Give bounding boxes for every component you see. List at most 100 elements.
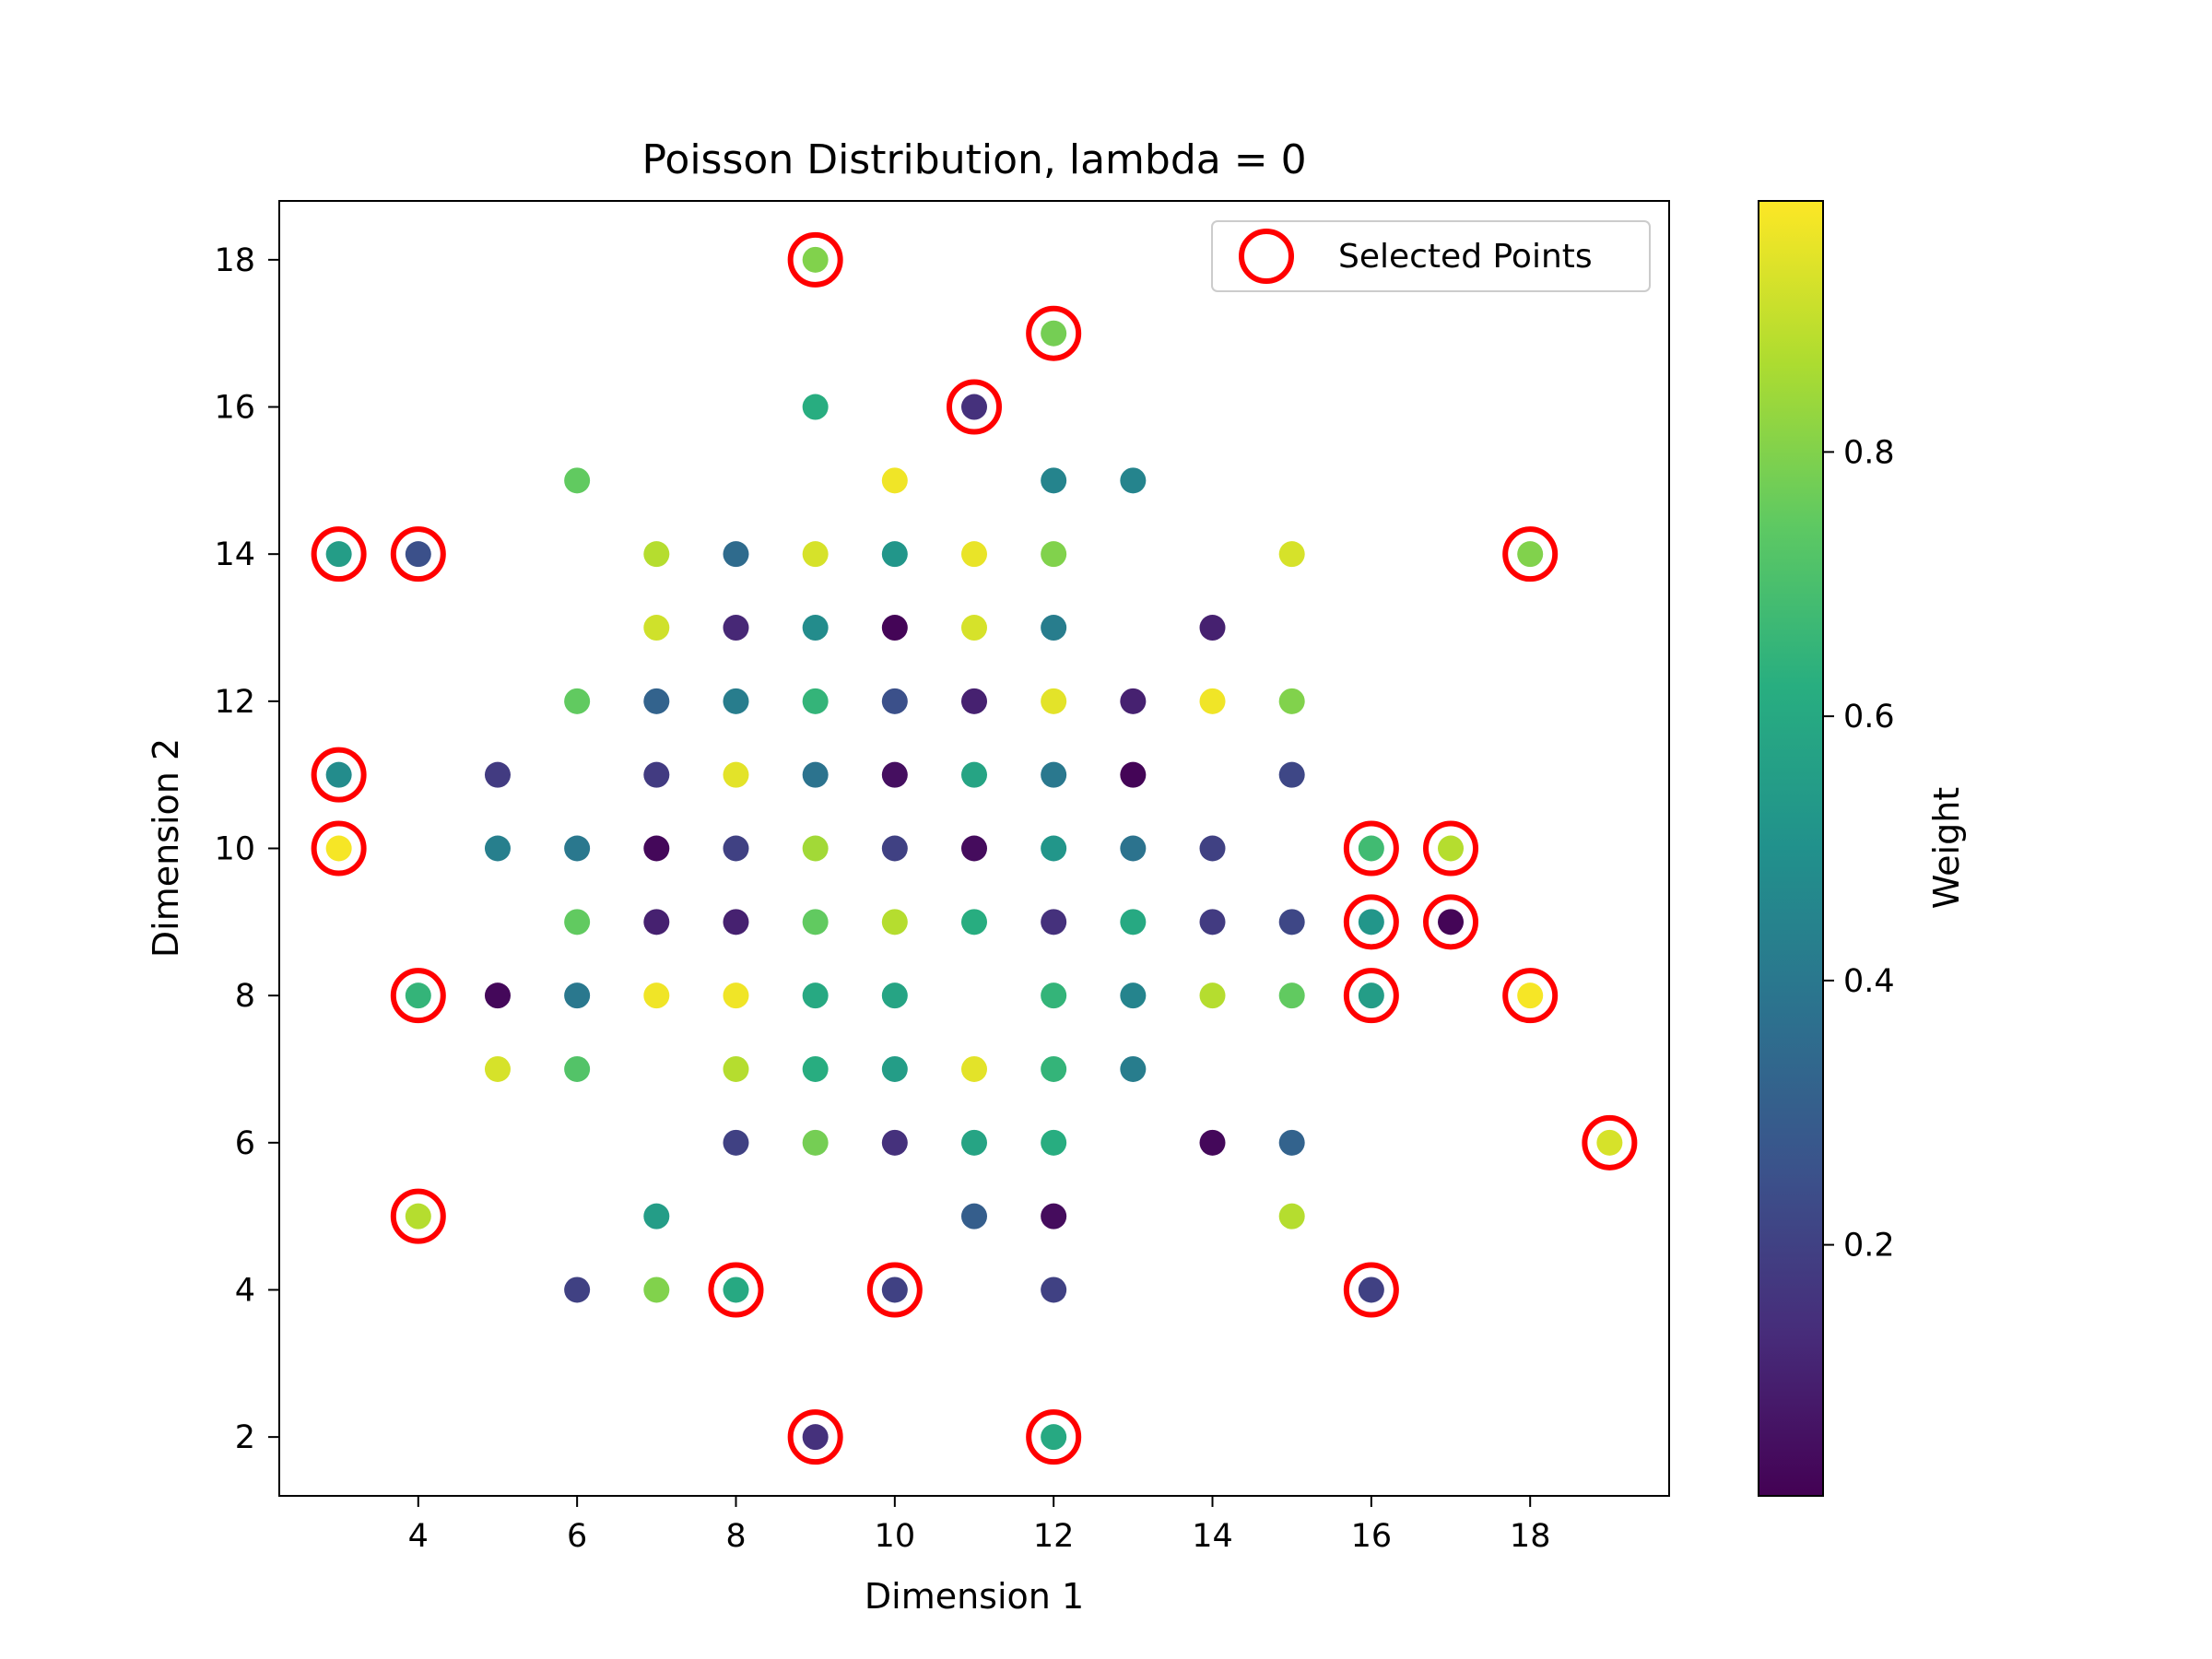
data-point [802, 541, 829, 568]
data-point [1358, 835, 1384, 862]
data-point [1278, 688, 1305, 714]
selected-point-ring [787, 1409, 843, 1465]
selected-point-ring [390, 1188, 446, 1244]
colorbar-tick-label: 0.8 [1843, 434, 1895, 471]
data-point [1120, 688, 1147, 714]
selected-point-ring [311, 820, 367, 877]
data-point [881, 1055, 908, 1082]
data-point [405, 541, 431, 568]
data-point [1041, 320, 1067, 347]
selected-point-ring [311, 747, 367, 803]
y-tick-label: 12 [214, 684, 255, 721]
x-tick-label: 6 [567, 1518, 587, 1555]
data-point [643, 541, 670, 568]
selected-point-ring [1582, 1114, 1638, 1171]
data-point [643, 761, 670, 788]
data-point [723, 1129, 749, 1156]
x-tick-label: 8 [725, 1518, 746, 1555]
data-point [802, 1129, 829, 1156]
data-point [961, 835, 987, 862]
data-point [961, 394, 987, 420]
data-point [881, 541, 908, 568]
data-point [1199, 909, 1226, 935]
data-point [405, 1203, 431, 1230]
colorbar-ticks: 0.2 0.4 0.6 0.8 [1823, 434, 1895, 1265]
data-point [723, 1055, 749, 1082]
data-point [1438, 835, 1465, 862]
data-point [643, 1277, 670, 1303]
data-point [723, 761, 749, 788]
data-point [1199, 615, 1226, 641]
selected-point-ring [1502, 968, 1559, 1024]
data-point [1278, 1129, 1305, 1156]
data-point [564, 909, 591, 935]
data-point [881, 467, 908, 494]
data-point [643, 835, 670, 862]
data-point [802, 1055, 829, 1082]
x-tick-label: 12 [1033, 1518, 1075, 1555]
x-tick-label: 4 [408, 1518, 429, 1555]
data-point [723, 909, 749, 935]
data-point [405, 982, 431, 1009]
data-point [802, 394, 829, 420]
data-point [1041, 1203, 1067, 1230]
data-point [723, 982, 749, 1009]
selected-point-ring [1502, 526, 1559, 582]
selected-point-ring [1026, 1409, 1082, 1465]
data-point [1041, 1424, 1067, 1451]
data-point [1199, 688, 1226, 714]
data-point [1120, 467, 1147, 494]
selected-point-ring [390, 968, 446, 1024]
data-point [1041, 541, 1067, 568]
selected-point-ring [390, 526, 446, 582]
selected-point-ring [787, 231, 843, 288]
data-point [325, 835, 352, 862]
data-point [1120, 1055, 1147, 1082]
data-point [564, 1055, 591, 1082]
plot-points [311, 231, 1638, 1465]
colorbar-tick-label: 0.4 [1843, 963, 1895, 1000]
data-point [961, 615, 987, 641]
data-point [1199, 982, 1226, 1009]
x-tick-label: 14 [1192, 1518, 1233, 1555]
y-tick-label: 6 [235, 1125, 255, 1162]
data-point [723, 1277, 749, 1303]
data-point [643, 1203, 670, 1230]
data-point [723, 835, 749, 862]
y-tick-label: 4 [235, 1272, 255, 1309]
data-point [1278, 761, 1305, 788]
selected-point-ring [311, 526, 367, 582]
data-point [484, 835, 511, 862]
data-point [564, 688, 591, 714]
data-point [881, 1129, 908, 1156]
data-point [1041, 1277, 1067, 1303]
selected-point-ring [1343, 894, 1399, 950]
data-point [881, 909, 908, 935]
data-point [484, 1055, 511, 1082]
data-point [564, 982, 591, 1009]
data-point [961, 1203, 987, 1230]
data-point [1120, 909, 1147, 935]
y-tick-label: 14 [214, 536, 255, 573]
selected-point-ring [1343, 1262, 1399, 1318]
data-point [802, 246, 829, 273]
data-point [1120, 982, 1147, 1009]
y-tick-label: 16 [214, 390, 255, 427]
y-tick-label: 2 [235, 1419, 255, 1456]
data-point [1041, 615, 1067, 641]
selected-point-ring [947, 379, 1002, 435]
data-point [1199, 1129, 1226, 1156]
selected-point-ring [1423, 894, 1479, 950]
x-tick-label: 18 [1510, 1518, 1551, 1555]
data-point [1120, 835, 1147, 862]
colorbar-tick-label: 0.6 [1843, 699, 1895, 735]
data-point [643, 688, 670, 714]
data-point [643, 615, 670, 641]
data-point [1438, 909, 1465, 935]
colorbar-gradient [1758, 200, 1824, 1497]
data-point [1278, 909, 1305, 935]
data-point [881, 1277, 908, 1303]
data-point [961, 909, 987, 935]
x-tick-label: 10 [875, 1518, 916, 1555]
